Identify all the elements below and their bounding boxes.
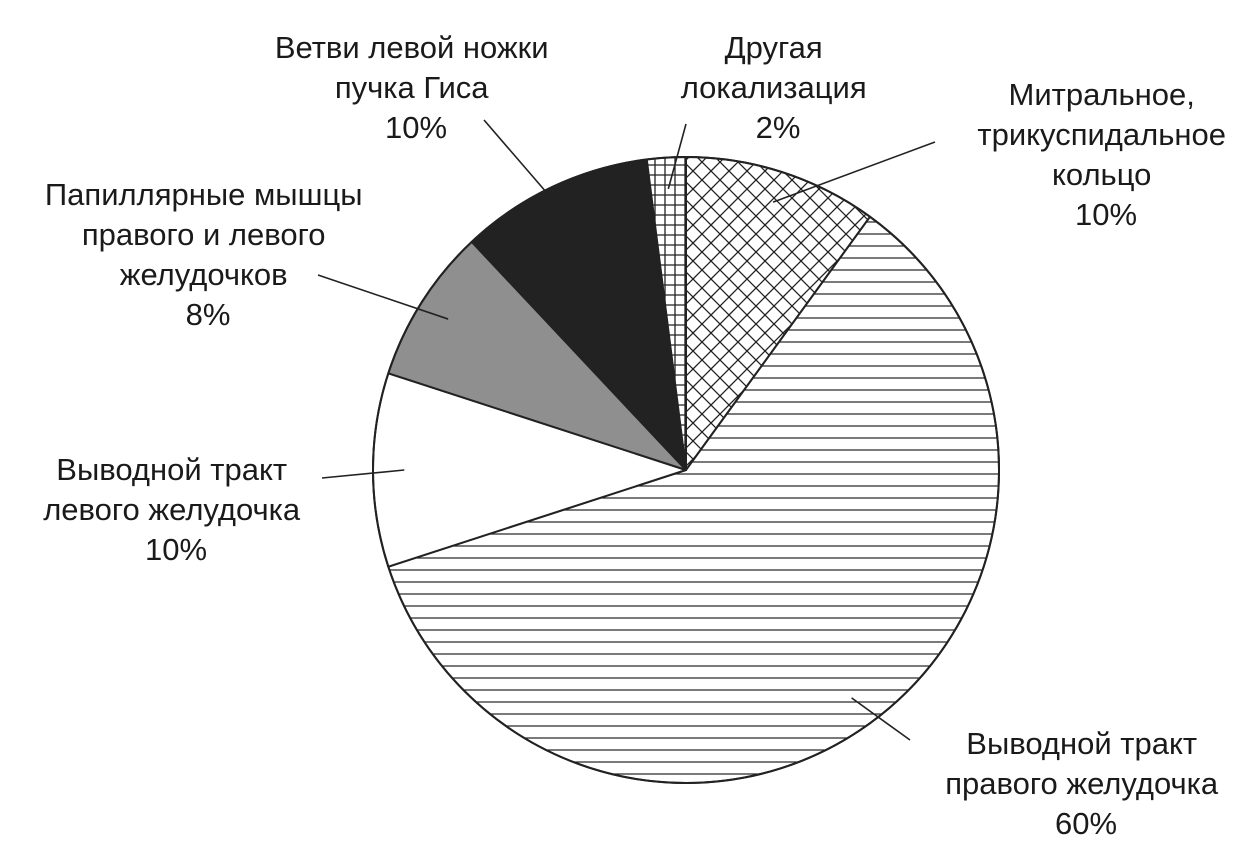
slice-label-left-bundle-branches: Ветви левой ножки пучка Гиса 10% xyxy=(275,30,557,145)
slice-percent-other-location: 2% xyxy=(756,110,801,145)
leader-line-other-location xyxy=(667,123,687,190)
leader-line-rv-outflow-tract xyxy=(851,697,911,741)
slice-percent-mitral-tricuspid-ring: 10% xyxy=(1075,197,1137,232)
slice-label-rv-outflow-tract: Выводной тракт правого желудочка 60% xyxy=(945,726,1227,841)
leader-line-mitral-tricuspid-ring xyxy=(772,141,936,203)
leader-line-lv-outflow-tract xyxy=(321,469,405,479)
pie-outline xyxy=(372,156,1000,784)
slice-percent-left-bundle-branches: 10% xyxy=(385,110,447,145)
slice-percent-lv-outflow-tract: 10% xyxy=(145,532,207,567)
slice-percent-papillary-muscles: 8% xyxy=(186,297,231,332)
slice-percent-rv-outflow-tract: 60% xyxy=(1055,806,1117,841)
slice-label-mitral-tricuspid-ring: Митральное, трикуспидальное кольцо 10% xyxy=(977,77,1234,232)
slice-label-other-location: Другая локализация 2% xyxy=(681,30,876,145)
leader-lines xyxy=(317,119,936,741)
pie-slices xyxy=(372,156,1000,785)
leader-line-papillary-muscles xyxy=(317,274,449,320)
slice-label-papillary-muscles: Папиллярные мышцы правого и левого желуд… xyxy=(45,177,371,332)
slice-label-lv-outflow-tract: Выводной тракт левого желудочка 10% xyxy=(43,452,309,567)
leader-line-left-bundle-branches xyxy=(483,119,567,216)
